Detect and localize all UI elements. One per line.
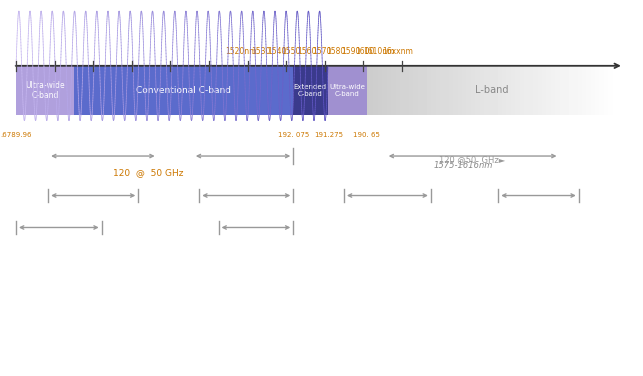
Text: Ultra-wide
C-band: Ultra-wide C-band [25,80,65,100]
Text: 192. 075: 192. 075 [278,132,309,138]
Text: 1590: 1590 [341,47,360,56]
Text: 190. 65: 190. 65 [353,132,380,138]
Text: 16xxnm: 16xxnm [382,47,413,56]
Text: Ultra-wide
C-band: Ultra-wide C-band [329,84,365,97]
Text: 1550: 1550 [282,47,301,56]
Text: 191.275: 191.275 [314,132,344,138]
Text: 1600: 1600 [356,47,375,56]
Bar [293,66,328,115]
Bar [16,66,74,115]
Text: 120 @50  GHz►: 120 @50 GHz► [439,155,506,164]
Text: 1540: 1540 [267,47,286,56]
Text: Conventional C-band: Conventional C-band [136,86,231,95]
Text: 120  @  50 GHz: 120 @ 50 GHz [113,168,183,177]
Text: 1560: 1560 [297,47,316,56]
Text: 1520nm: 1520nm [226,47,257,56]
Bar [328,66,367,115]
Text: 1530: 1530 [251,47,270,56]
Text: 1580: 1580 [327,47,346,56]
Text: 1575-1616nm: 1575-1616nm [433,161,493,170]
Text: .6789.96: .6789.96 [1,132,32,138]
Text: 1570: 1570 [312,47,331,56]
Text: 1610nm: 1610nm [364,47,395,56]
Text: Extended
C-band: Extended C-band [294,84,327,97]
Bar [74,66,293,115]
Text: L-band: L-band [475,85,509,95]
